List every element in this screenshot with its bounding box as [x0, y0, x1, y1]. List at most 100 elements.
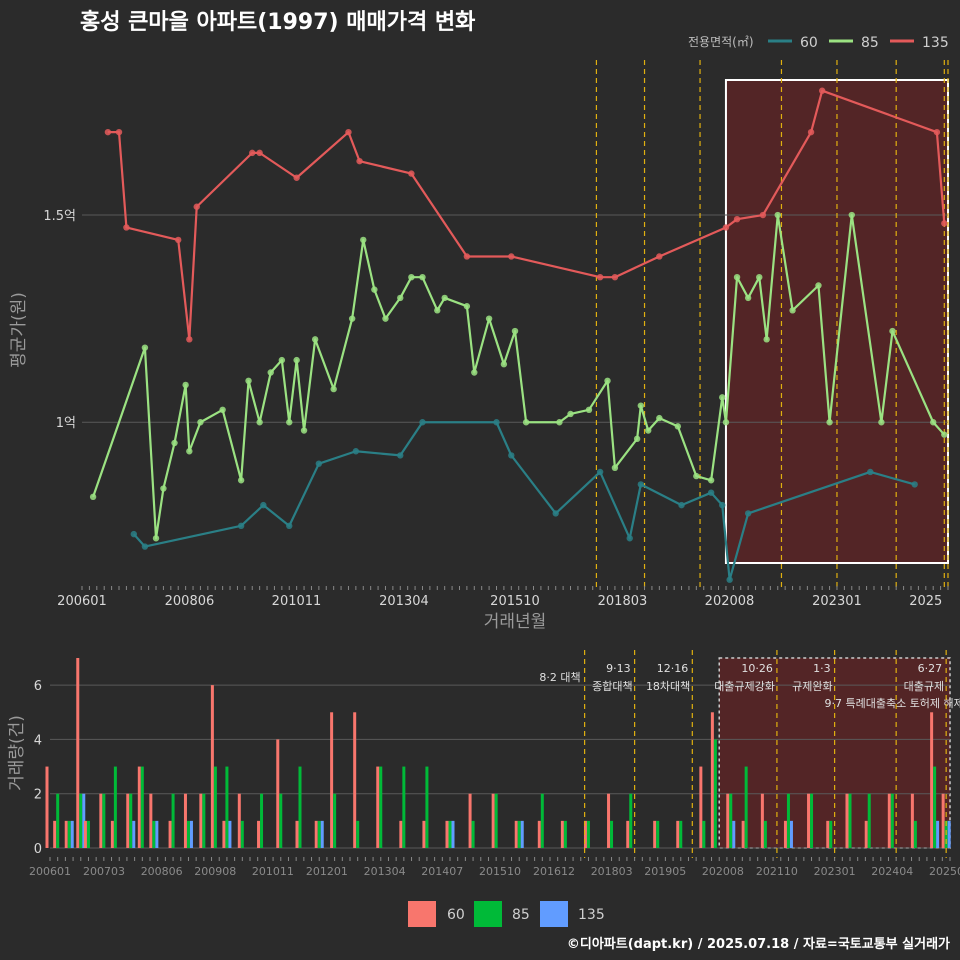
- volume-bar-60: [376, 766, 380, 848]
- volume-bar-60: [45, 766, 49, 848]
- volume-bar-85: [890, 793, 894, 848]
- volume-x-tick-label: 201011: [252, 865, 294, 878]
- data-point-85: [397, 294, 404, 302]
- volume-bar-85: [586, 820, 590, 848]
- volume-x-tick-label: 202301: [814, 865, 856, 878]
- volume-y-tick-label: 0: [34, 842, 42, 857]
- volume-bar-85: [102, 793, 106, 848]
- policy-label: 12·16: [657, 662, 689, 675]
- volume-bar-60: [676, 820, 680, 848]
- data-point-135: [611, 274, 619, 281]
- volume-bar-60: [53, 820, 57, 848]
- data-point-85: [693, 472, 700, 480]
- data-point-135: [463, 253, 471, 260]
- volume-x-tick-label: 200601: [29, 865, 71, 878]
- legend-bar-label-85: 85: [512, 907, 530, 923]
- volume-bar-60: [537, 820, 541, 848]
- data-point-85: [889, 327, 896, 335]
- volume-bar-85: [186, 820, 190, 848]
- volume-bar-85: [225, 766, 229, 848]
- data-point-60: [726, 576, 733, 583]
- volume-bar-85: [86, 820, 90, 848]
- volume-x-tick-label: 202404: [871, 865, 913, 878]
- data-point-60: [397, 452, 404, 459]
- data-point-135: [356, 157, 363, 165]
- volume-bar-60: [76, 658, 80, 848]
- volume-bar-60: [710, 712, 714, 848]
- data-point-85: [567, 410, 574, 418]
- series-line-60: [132, 421, 915, 581]
- data-point-85: [585, 406, 593, 414]
- data-point-85: [522, 419, 530, 426]
- volume-bar-85: [540, 793, 544, 848]
- data-point-135: [508, 253, 515, 260]
- volume-bar-60: [468, 793, 472, 848]
- data-point-60: [637, 481, 645, 488]
- volume-bar-60: [807, 793, 811, 848]
- volume-bar-85: [629, 793, 633, 848]
- data-point-85: [463, 303, 471, 310]
- data-point-60: [130, 530, 138, 538]
- data-point-85: [707, 477, 715, 484]
- volume-bar-85: [425, 766, 429, 848]
- x-tick-label: 201304: [379, 594, 429, 609]
- data-point-85: [360, 236, 367, 244]
- volume-bar-85: [702, 820, 706, 848]
- volume-bar-85: [279, 793, 283, 848]
- data-point-85: [604, 377, 611, 384]
- volume-bar-60: [110, 820, 114, 848]
- volume-bar-85: [786, 793, 790, 848]
- volume-x-tick-label: 201612: [533, 865, 575, 878]
- volume-bar-60: [653, 820, 657, 848]
- volume-bar-135: [82, 793, 86, 848]
- volume-bar-60: [257, 820, 261, 848]
- data-point-60: [867, 468, 874, 476]
- volume-bar-85: [933, 766, 937, 848]
- data-point-85: [815, 282, 822, 289]
- volume-x-tick-label: 201201: [306, 865, 348, 878]
- data-point-85: [434, 307, 441, 314]
- data-point-60: [626, 535, 633, 542]
- source-caption: ©디아파트(dapt.kr) / 2025.07.18 / 자료=국토교통부 실…: [567, 936, 950, 952]
- volume-bar-85: [610, 820, 614, 848]
- volume-bar-85: [829, 820, 833, 848]
- y-axis-title: 평균가(원): [9, 292, 29, 368]
- volume-bar-85: [867, 793, 871, 848]
- volume-bar-60: [887, 793, 891, 848]
- volume-bar-85: [494, 793, 498, 848]
- data-point-60: [552, 510, 559, 517]
- data-point-60: [719, 501, 726, 509]
- x-axis-title: 거래년월: [484, 612, 547, 632]
- volume-bar-60: [941, 793, 945, 848]
- volume-bar-85: [471, 820, 475, 848]
- volume-bar-60: [826, 820, 830, 848]
- volume-bar-60: [83, 820, 87, 848]
- data-point-85: [141, 344, 149, 351]
- data-point-135: [186, 336, 193, 343]
- data-point-85: [789, 307, 796, 314]
- data-point-85: [511, 327, 519, 335]
- data-point-85: [645, 427, 652, 434]
- volume-bar-60: [183, 793, 187, 848]
- volume-bar-60: [560, 820, 564, 848]
- data-point-135: [807, 128, 815, 136]
- volume-bar-60: [126, 793, 130, 848]
- volume-bar-85: [317, 820, 321, 848]
- volume-bar-85: [152, 820, 156, 848]
- volume-bar-85: [763, 820, 767, 848]
- volume-bar-135: [70, 820, 74, 848]
- volume-bar-85: [356, 820, 360, 848]
- policy-label: 9·13: [606, 662, 631, 675]
- data-point-85: [160, 485, 167, 492]
- data-point-135: [115, 128, 123, 136]
- data-point-85: [286, 419, 293, 426]
- volume-bar-60: [295, 820, 299, 848]
- x-tick-label: 201510: [490, 594, 540, 609]
- data-point-135: [104, 128, 112, 136]
- data-point-60: [596, 468, 604, 476]
- volume-bar-60: [237, 793, 241, 848]
- data-point-135: [123, 224, 130, 231]
- data-point-85: [941, 431, 948, 438]
- data-point-85: [256, 419, 263, 426]
- data-point-60: [141, 543, 149, 550]
